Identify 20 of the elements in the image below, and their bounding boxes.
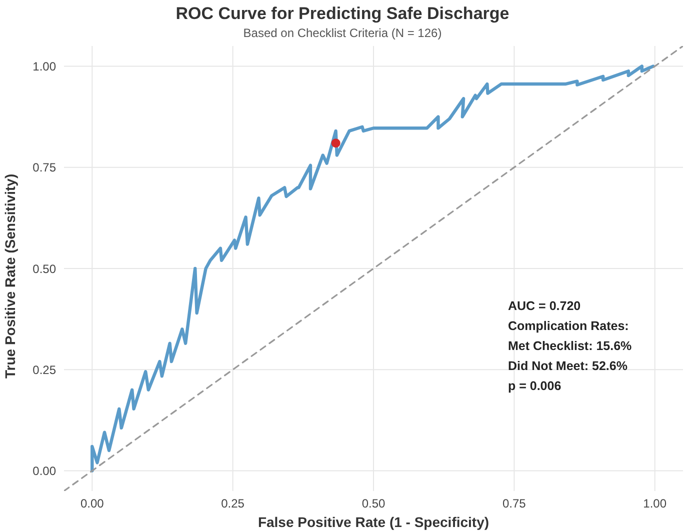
- y-tick-label: 0.75: [32, 160, 56, 175]
- annotation: p = 0.006: [508, 378, 562, 395]
- line-series: [90, 64, 655, 472]
- chart-subtitle: Based on Checklist Criteria (N = 126): [242, 26, 443, 40]
- annotation: AUC = 0.720: [508, 298, 582, 315]
- y-tick-label: 1.00: [32, 59, 56, 74]
- x-tick-label: 0.25: [221, 496, 245, 511]
- y-tick-label: 0.50: [32, 262, 56, 276]
- x-tick-label: 0.75: [502, 496, 526, 511]
- y-tick-label: 0.25: [32, 362, 56, 377]
- annotation: Complication Rates:: [508, 318, 630, 335]
- x-tick-label: 0.00: [80, 496, 104, 511]
- x-axis-title: False Positive Rate (1 - Specificity): [258, 514, 490, 530]
- y-axis-title: True Positive Rate (Sensitivity): [2, 174, 18, 378]
- annotation: Met Checklist: 15.6%: [508, 338, 632, 355]
- chart-title: ROC Curve for Predicting Safe Discharge: [174, 4, 510, 24]
- y-tick-label: 0.00: [32, 464, 56, 478]
- x-tick-label: 1.00: [643, 496, 667, 511]
- annotation: Did Not Meet: 52.6%: [508, 358, 628, 375]
- x-tick-label: 0.50: [362, 496, 386, 511]
